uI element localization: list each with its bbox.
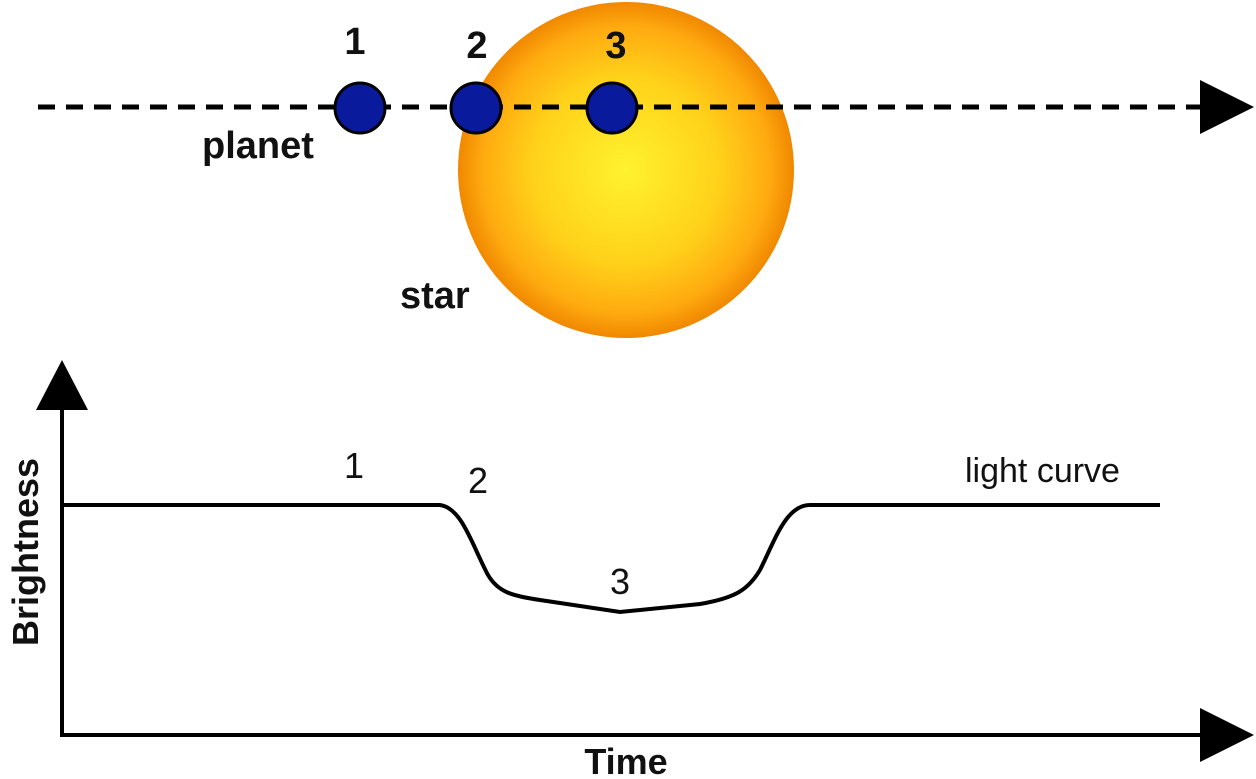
planet-position-2 xyxy=(449,81,503,135)
orbit-arrow-head xyxy=(1200,80,1254,134)
x-axis-label: Time xyxy=(584,741,667,779)
position-label-1: 1 xyxy=(344,21,365,63)
y-axis-label: Brightness xyxy=(5,458,46,646)
planet-label: planet xyxy=(202,125,314,167)
position-label-3: 3 xyxy=(605,25,626,67)
x-axis-arrow-head xyxy=(1200,708,1254,762)
light-curve-line xyxy=(62,503,1160,615)
star-label: star xyxy=(400,275,470,317)
planet-position-1 xyxy=(333,81,387,135)
transit-scene: 1 2 3 planet star xyxy=(38,2,1254,338)
curve-point-label-2: 2 xyxy=(468,460,488,501)
light-curve-graph: light curve 1 2 3 Brightness Time xyxy=(5,360,1254,779)
star xyxy=(458,2,794,338)
curve-point-label-1: 1 xyxy=(344,445,364,486)
planet-position-3 xyxy=(585,81,639,135)
y-axis-arrow-head xyxy=(36,360,88,410)
curve-point-label-3: 3 xyxy=(610,561,630,602)
light-curve-label: light curve xyxy=(965,452,1120,490)
position-label-2: 2 xyxy=(466,25,487,67)
